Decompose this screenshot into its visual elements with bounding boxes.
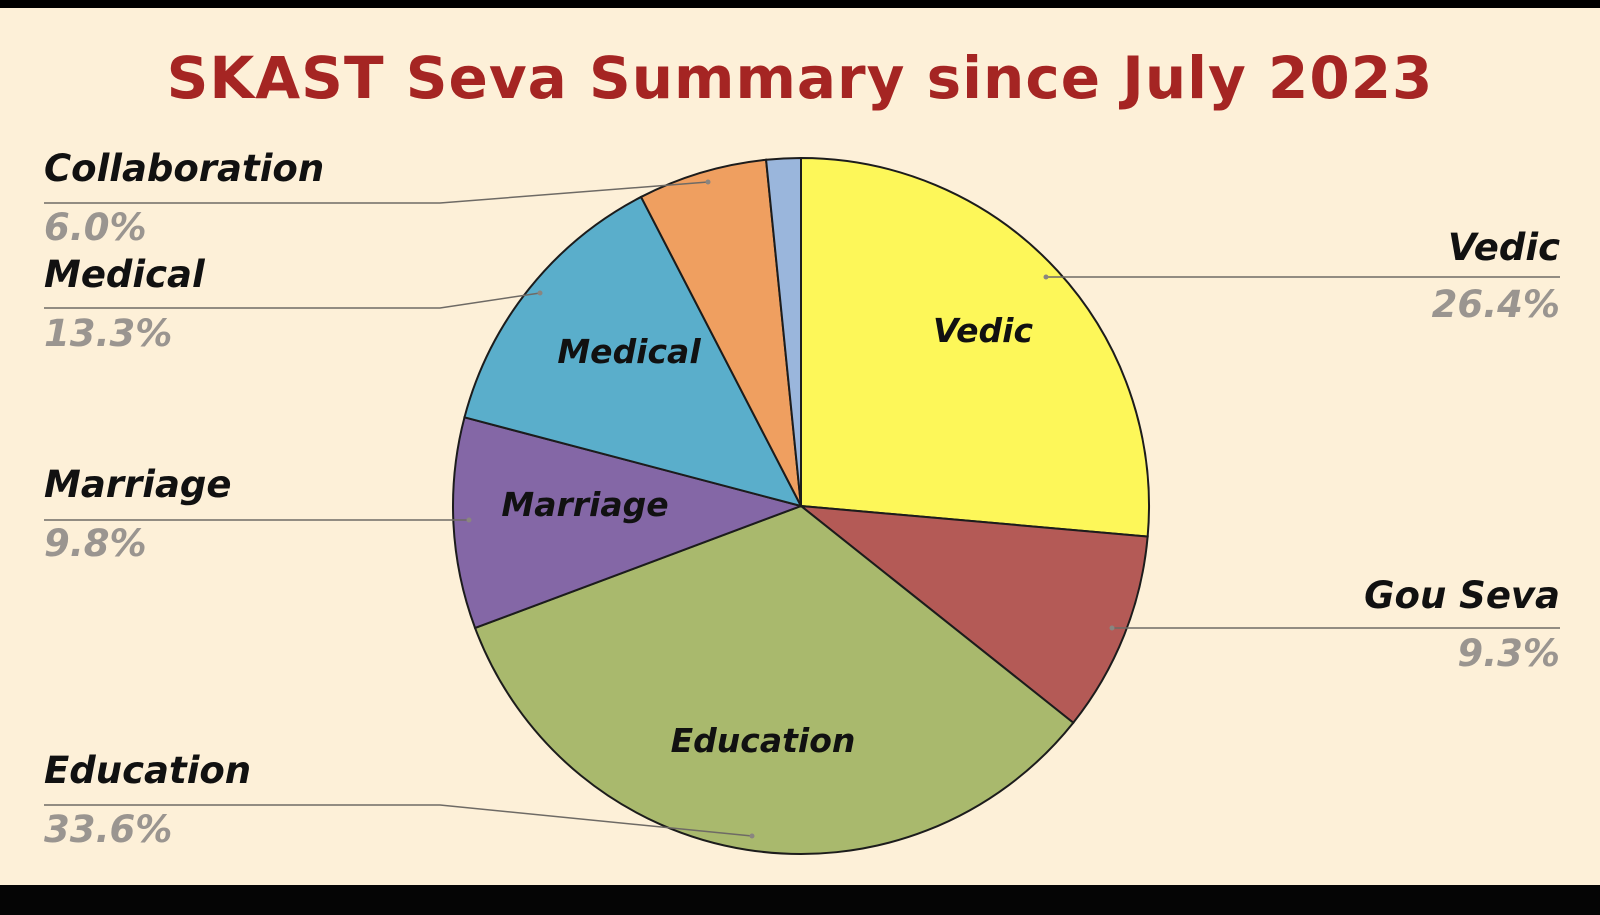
pie-slice-education: [473, 504, 1075, 855]
leader-anchor-dot: [466, 517, 472, 523]
pie-slice-unlabeled: [764, 156, 802, 507]
legend-name: Vedic: [1447, 226, 1560, 269]
slice-inner-label: Vedic: [933, 311, 1033, 350]
leader-anchor-dot: [749, 833, 755, 839]
chart-title: SKAST Seva Summary since July 2023: [166, 44, 1434, 112]
legend-percent: 6.0%: [44, 206, 147, 249]
leader-line: [44, 292, 541, 309]
slice-inner-label: Education: [671, 721, 856, 760]
legend-percent: 13.3%: [44, 312, 173, 355]
legend-percent: 33.6%: [44, 808, 173, 851]
legend-percent: 9.3%: [1457, 632, 1560, 675]
legend-name: Education: [44, 749, 252, 792]
slice-inner-label: Medical: [557, 332, 701, 371]
pie-slice-vedic: [800, 156, 1150, 538]
leader-anchor-dot: [1043, 274, 1049, 280]
leader-line: [44, 804, 753, 837]
slice-inner-label: Marriage: [501, 485, 668, 524]
leader-anchor-dot: [537, 290, 543, 296]
pie-slice-gou-seva: [797, 504, 1149, 725]
pie-slice-medical: [463, 195, 803, 508]
legend-percent: 26.4%: [1431, 283, 1560, 326]
legend-name: Marriage: [44, 463, 232, 506]
leader-anchor-dot: [1109, 625, 1115, 631]
legend-name: Medical: [44, 253, 205, 296]
leader-anchor-dot: [705, 179, 711, 185]
leader-line: [44, 181, 709, 204]
legend-name: Gou Seva: [1364, 574, 1560, 617]
bottom-bar: [0, 885, 1600, 915]
pie-slice-marriage: [452, 416, 805, 630]
pie-slice-collaboration: [639, 158, 802, 507]
legend-name: Collaboration: [44, 147, 325, 190]
legend-percent: 9.8%: [44, 522, 147, 565]
